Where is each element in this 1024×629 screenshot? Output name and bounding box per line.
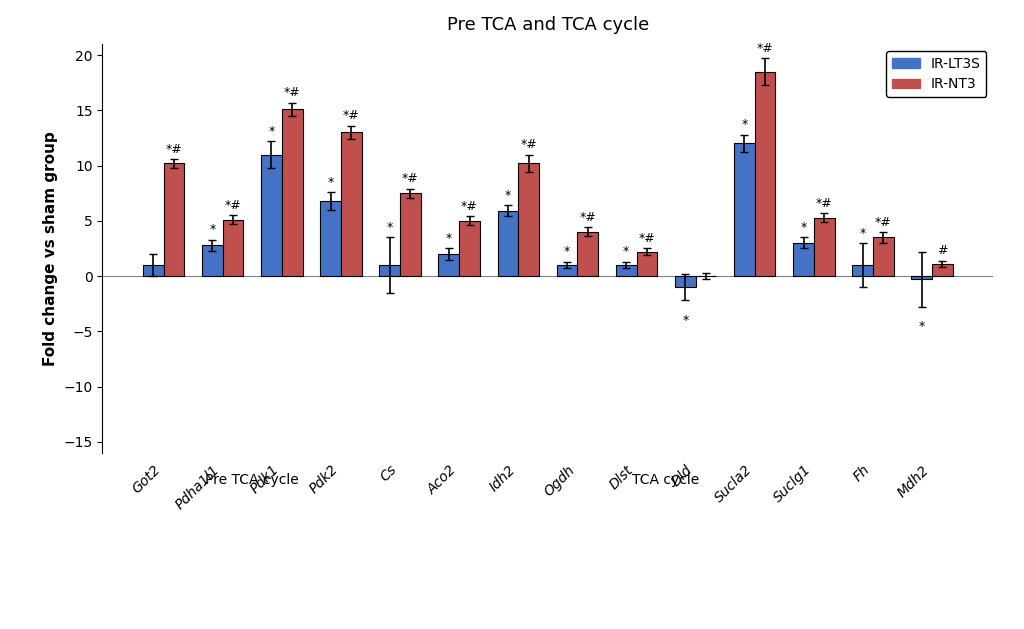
Text: *#: *# — [639, 232, 655, 245]
Bar — [675, 276, 695, 287]
Text: *#: *# — [166, 143, 182, 155]
Text: *#: *# — [874, 216, 892, 228]
Bar — [814, 218, 835, 276]
Bar — [518, 164, 539, 276]
Bar — [852, 265, 873, 276]
Bar — [755, 72, 775, 276]
Text: *: * — [682, 314, 688, 326]
Text: *: * — [445, 232, 452, 245]
Text: *: * — [859, 226, 865, 240]
Bar — [282, 109, 302, 276]
Bar — [379, 265, 400, 276]
Bar — [321, 201, 341, 276]
Text: *#: *# — [402, 172, 419, 186]
Text: *#: *# — [816, 197, 833, 210]
Bar — [794, 243, 814, 276]
Bar — [615, 265, 637, 276]
Legend: IR-LT3S, IR-NT3: IR-LT3S, IR-NT3 — [887, 51, 986, 97]
Text: *: * — [328, 175, 334, 189]
Bar — [164, 164, 184, 276]
Text: Pre TCA cycle: Pre TCA cycle — [206, 473, 299, 487]
Text: *: * — [209, 223, 215, 237]
Text: *#: *# — [757, 42, 773, 55]
Bar — [557, 265, 578, 276]
Text: *#: *# — [520, 138, 537, 151]
Text: *: * — [564, 245, 570, 259]
Text: #: # — [937, 244, 947, 257]
Bar — [734, 143, 755, 276]
Text: *: * — [919, 320, 925, 333]
Text: *: * — [741, 118, 748, 131]
Bar — [341, 133, 361, 276]
Text: *#: *# — [284, 86, 300, 99]
Y-axis label: Fold change vs sham group: Fold change vs sham group — [43, 131, 58, 366]
Text: *: * — [623, 245, 630, 259]
Bar — [498, 211, 518, 276]
Bar — [202, 245, 222, 276]
Bar — [143, 265, 164, 276]
Bar — [578, 232, 598, 276]
Text: *: * — [387, 221, 393, 234]
Bar — [637, 252, 657, 276]
Text: *#: *# — [343, 109, 359, 123]
Bar — [438, 254, 459, 276]
Title: Pre TCA and TCA cycle: Pre TCA and TCA cycle — [446, 16, 649, 34]
Text: *: * — [268, 125, 274, 138]
Bar — [222, 220, 244, 276]
Bar — [873, 237, 894, 276]
Bar — [400, 193, 421, 276]
Text: TCA cycle: TCA cycle — [633, 473, 699, 487]
Text: *: * — [801, 221, 807, 234]
Bar — [261, 155, 282, 276]
Text: *#: *# — [224, 199, 242, 212]
Bar — [932, 264, 952, 276]
Bar — [911, 276, 932, 279]
Text: *#: *# — [580, 211, 596, 224]
Text: *: * — [505, 189, 511, 202]
Bar — [459, 221, 480, 276]
Text: *#: *# — [461, 200, 478, 213]
